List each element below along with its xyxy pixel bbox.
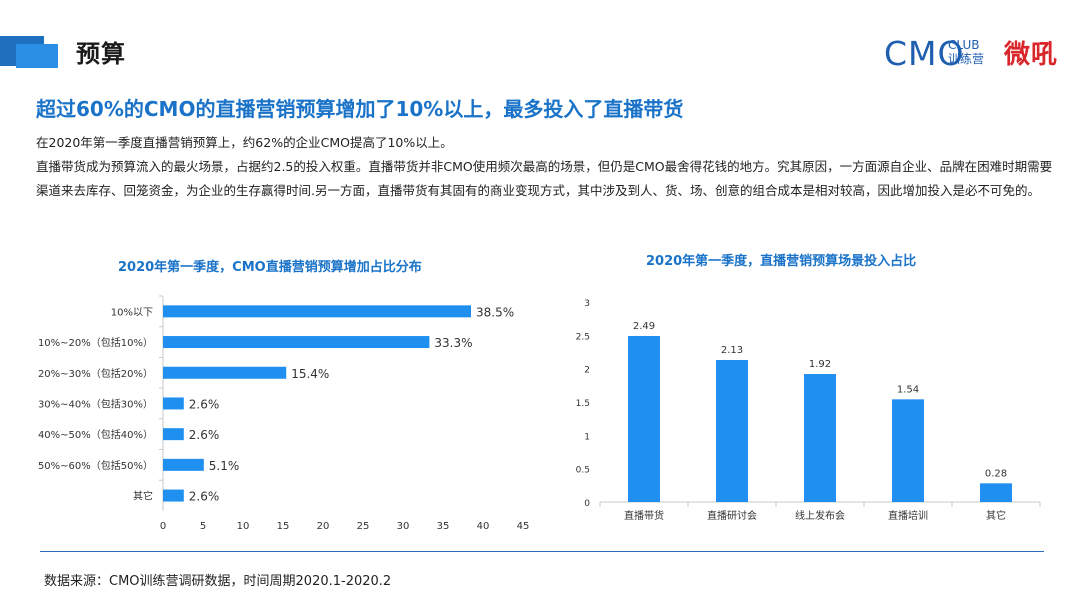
chart1-x-tick-label: 5	[200, 521, 206, 532]
body-text: 在2020年第一季度直播营销预算上，约62%的企业CMO提高了10%以上。 直播…	[36, 131, 1056, 203]
chart1-value-label: 5.1%	[209, 459, 240, 473]
chart1-category-label: 其它	[133, 490, 153, 503]
cmo-club-logo: CLUB 训练营	[948, 38, 984, 66]
chart1-bar	[163, 397, 184, 410]
chart1-value-label: 2.6%	[189, 428, 220, 442]
chart1-horizontal-bar: 10%以下 38.5% 10%~20%（包括10%） 33.3% 20%~30%（包括2…	[38, 295, 530, 532]
chart2-title: 2020年第一季度，直播营销预算场景投入占比	[646, 254, 917, 269]
chart2-value-label: 0.28	[985, 468, 1007, 479]
chart1-category-label: 30%~40%（包括30%）	[38, 397, 153, 410]
chart2-value-label: 2.13	[721, 345, 743, 356]
chart2-bar	[804, 374, 836, 502]
chart1-category-label: 10%~20%（包括10%）	[38, 336, 153, 349]
chart1-x-tick-label: 0	[160, 521, 166, 532]
chart1-bar	[163, 428, 184, 441]
logo-club-line2: 训练营	[948, 52, 985, 66]
chart1-bar	[163, 336, 430, 349]
chart1-x-tick-label: 20	[317, 521, 330, 532]
chart2-value-label: 2.49	[633, 321, 655, 332]
chart1-x-tick-label: 35	[437, 521, 450, 532]
chart2-category-label: 线上发布会	[795, 509, 845, 522]
chart1-x-tick-label: 30	[397, 521, 410, 532]
chart2-y-tick-label: 2	[584, 366, 590, 376]
chart2-category-label: 直播研讨会	[707, 509, 757, 522]
chart1-x-tick-label: 40	[477, 521, 490, 532]
chart1-title: 2020年第一季度，CMO直播营销预算增加占比分布	[118, 260, 422, 275]
chart2-y-tick-label: 1	[584, 432, 590, 442]
chart1-value-label: 33.3%	[434, 336, 472, 350]
chart2-y-tick-label: 1.5	[576, 399, 590, 409]
chart1-category-label: 10%以下	[111, 307, 153, 318]
chart1-x-tick-label: 25	[357, 521, 370, 532]
chart1-bar	[163, 366, 287, 379]
chart1-x-tick-label: 45	[517, 521, 530, 532]
chart2-vertical-bar: 0 0.5 1 1.5 2 2.5 3 2.49 直播带货 2.13 直播研讨会 1.92 线上发布会 1…	[576, 299, 1041, 522]
chart2-bar	[716, 360, 748, 502]
chart1-bar	[163, 305, 471, 318]
headline: 超过60%的CMO的直播营销预算增加了10%以上，最多投入了直播带货	[36, 97, 684, 121]
chart2-y-tick-label: 3	[584, 299, 590, 309]
chart2-value-label: 1.92	[809, 359, 831, 370]
chart2-y-tick-label: 2.5	[576, 332, 590, 342]
logo-club-line1: CLUB	[948, 38, 980, 52]
chart1-bar	[163, 458, 204, 471]
body-paragraph-1: 在2020年第一季度直播营销预算上，约62%的企业CMO提高了10%以上。	[36, 135, 453, 150]
partner-logo: 微吼	[1004, 40, 1059, 70]
chart1-value-label: 2.6%	[189, 397, 220, 411]
chart2-category-label: 其它	[986, 509, 1006, 522]
chart1-x-tick-label: 10	[237, 521, 250, 532]
chart2-category-label: 直播培训	[888, 509, 928, 522]
chart2-bar	[892, 399, 924, 502]
chart1-value-label: 38.5%	[476, 305, 514, 319]
cmo-logo: CMO	[884, 34, 965, 73]
chart1-bar	[163, 489, 184, 502]
chart2-y-tick-label: 0.5	[576, 466, 590, 476]
chart2-y-tick-label: 0	[584, 499, 590, 509]
header-accent-bar-light	[16, 44, 58, 68]
chart1-value-label: 2.6%	[189, 490, 220, 504]
chart2-value-label: 1.54	[897, 384, 919, 395]
chart1-value-label: 15.4%	[291, 367, 329, 381]
footer-divider	[40, 551, 1044, 552]
section-title: 预算	[76, 40, 126, 68]
chart2-category-label: 直播带货	[624, 509, 664, 522]
chart1-category-label: 20%~30%（包括20%）	[38, 367, 153, 380]
data-source: 数据来源：CMO训练营调研数据，时间周期2020.1-2020.2	[44, 574, 392, 589]
chart1-x-tick-label: 15	[277, 521, 290, 532]
chart2-bar	[628, 336, 660, 502]
chart2-bar	[980, 483, 1012, 502]
chart1-category-label: 50%~60%（包括50%）	[38, 459, 153, 472]
body-paragraph-2: 直播带货成为预算流入的最火场景，占据约2.5的投入权重。直播带货并非CMO使用频…	[36, 159, 1053, 198]
chart1-category-label: 40%~50%（包括40%）	[38, 428, 153, 441]
